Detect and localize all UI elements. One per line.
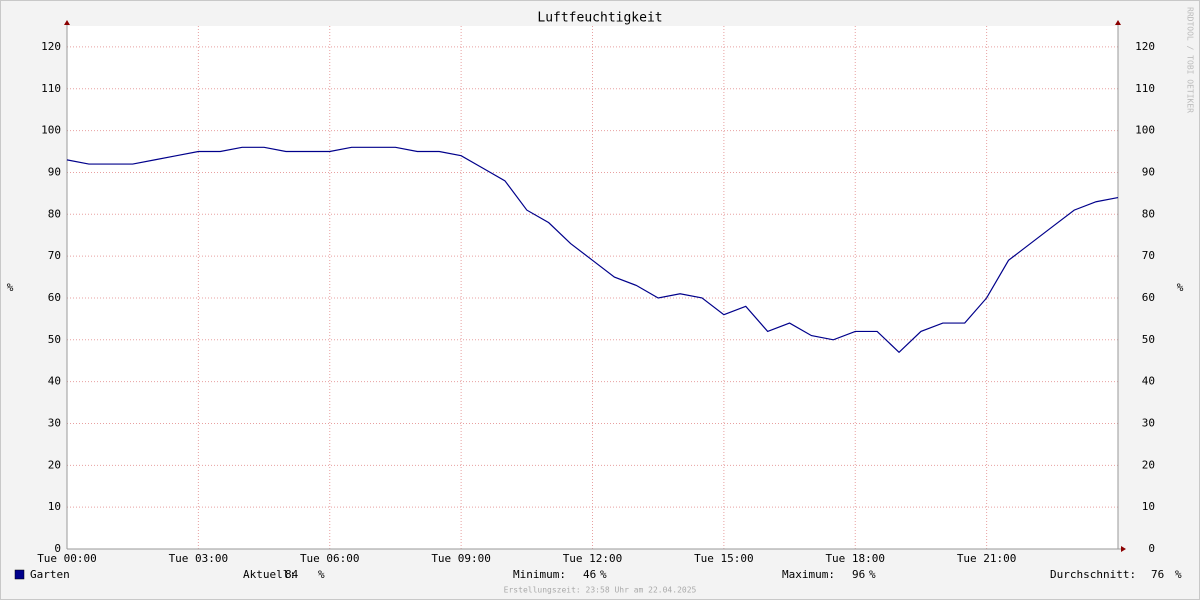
- y-tick-label-right: 100: [1135, 124, 1155, 137]
- x-tick-label: Tue 03:00: [169, 552, 229, 565]
- x-tick-label: Tue 21:00: [957, 552, 1017, 565]
- x-tick-label: Tue 15:00: [694, 552, 754, 565]
- y-tick-label: 10: [48, 500, 61, 513]
- x-tick-label: Tue 06:00: [300, 552, 360, 565]
- y-tick-label-right: 120: [1135, 40, 1155, 53]
- y-tick-label-right: 60: [1142, 291, 1155, 304]
- legend-label: Garten: [30, 568, 70, 581]
- y-tick-label-right: 70: [1142, 249, 1155, 262]
- y-axis-label: %: [7, 281, 14, 294]
- x-tick-label: Tue 12:00: [563, 552, 623, 565]
- y-tick-label: 20: [48, 458, 61, 471]
- y-tick-label-right: 20: [1142, 458, 1155, 471]
- stat-unit: %: [600, 568, 607, 581]
- y-tick-label: 60: [48, 291, 61, 304]
- stat-label: Durchschnitt:: [1050, 568, 1136, 581]
- stat-unit: %: [318, 568, 325, 581]
- legend-swatch: [14, 569, 25, 580]
- watermark: RRDTOOL / TOBI OETIKER: [1186, 7, 1195, 113]
- y-tick-label: 90: [48, 165, 61, 178]
- y-tick-label: 110: [41, 82, 61, 95]
- stat-value: 96: [852, 568, 865, 581]
- y-tick-label: 70: [48, 249, 61, 262]
- stat-label: Maximum:: [782, 568, 835, 581]
- y-axis-label-right: %: [1177, 281, 1184, 294]
- y-tick-label-right: 10: [1142, 500, 1155, 513]
- chart-title: Luftfeuchtigkeit: [537, 11, 662, 26]
- stat-unit: %: [1175, 568, 1182, 581]
- y-tick-label-right: 50: [1142, 333, 1155, 346]
- x-tick-label: Tue 18:00: [825, 552, 885, 565]
- stat-value: 46: [583, 568, 596, 581]
- stat-label: Minimum:: [513, 568, 566, 581]
- stat-value: 76: [1151, 568, 1164, 581]
- y-tick-label-right: 40: [1142, 375, 1155, 388]
- axis-arrow: [1115, 20, 1121, 25]
- y-tick-label: 100: [41, 124, 61, 137]
- axis-arrow: [1121, 546, 1126, 552]
- x-tick-label: Tue 00:00: [37, 552, 97, 565]
- footer: Erstellungszeit: 23:58 Uhr am 22.04.2025: [504, 586, 697, 595]
- y-tick-label: 120: [41, 40, 61, 53]
- stat-value: 84: [285, 568, 299, 581]
- x-tick-label: Tue 09:00: [431, 552, 491, 565]
- axis-arrow: [64, 20, 70, 25]
- stat-unit: %: [869, 568, 876, 581]
- y-tick-label-right: 30: [1142, 416, 1155, 429]
- y-tick-label-right: 80: [1142, 207, 1155, 220]
- stat-label: Aktuell:: [243, 568, 296, 581]
- y-tick-label: 80: [48, 207, 61, 220]
- y-tick-label: 50: [48, 333, 61, 346]
- y-tick-label: 30: [48, 416, 61, 429]
- y-tick-label-right: 0: [1148, 542, 1155, 555]
- y-tick-label: 40: [48, 375, 61, 388]
- y-tick-label-right: 90: [1142, 165, 1155, 178]
- y-tick-label: 0: [54, 542, 61, 555]
- y-tick-label-right: 110: [1135, 82, 1155, 95]
- series-line: [66, 146, 1119, 354]
